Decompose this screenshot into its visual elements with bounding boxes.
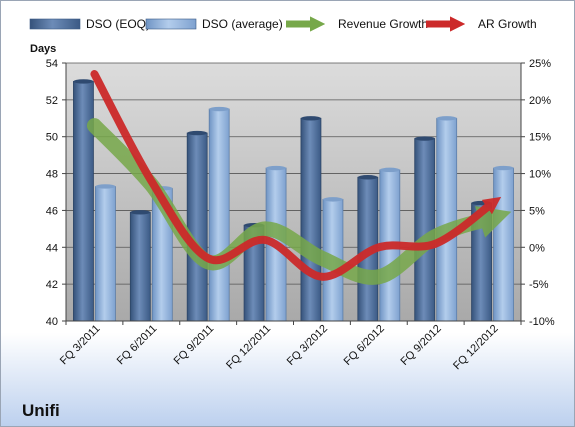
y-right-tick-label: -5%	[529, 279, 549, 291]
bar-dso-eoq	[129, 210, 151, 322]
bar-cap	[357, 175, 378, 180]
bar-cap	[95, 184, 116, 189]
bar-body	[95, 186, 116, 322]
legend-item: DSO (EOQ)	[29, 17, 150, 31]
y-left-tick-label: 40	[46, 316, 58, 328]
line-ar-growth	[90, 70, 502, 281]
bar-dso-eoq	[73, 79, 94, 322]
bar-dso-eoq	[414, 136, 436, 322]
bar-cap	[414, 136, 435, 141]
bar-dso-eoq	[186, 130, 208, 322]
y-left-tick-label: 48	[46, 169, 58, 181]
bar-body	[493, 167, 514, 322]
bar-body	[414, 138, 436, 322]
bar-dso-average	[208, 106, 230, 322]
legend-item: AR Growth	[426, 16, 537, 32]
bar-body	[129, 211, 151, 322]
bar-cap	[300, 116, 321, 121]
bar-cap	[130, 210, 151, 215]
bar-cap	[73, 79, 94, 84]
bar-body	[436, 117, 458, 322]
bar-cap	[379, 167, 400, 173]
bar-body	[208, 108, 230, 322]
y-right-tick-label: 0%	[529, 242, 545, 254]
y-left-tick-label: 46	[46, 205, 58, 217]
y-right-tick-label: -10%	[529, 316, 555, 328]
legend-label: DSO (average)	[202, 17, 283, 31]
bar-dso-eoq	[300, 116, 322, 322]
legend: DSO (EOQ) DSO (average) Revenue Growth AR G…	[29, 16, 537, 32]
bar-cap	[436, 116, 457, 121]
company-name: Unifi	[22, 401, 60, 420]
lines-group	[86, 70, 512, 285]
bar-cap	[187, 130, 208, 136]
bar-body	[186, 132, 208, 322]
bar-dso-average	[493, 165, 514, 322]
y-axis-unit-label: Days	[30, 43, 56, 55]
bar-cap	[266, 165, 287, 171]
bar-dso-average	[95, 184, 116, 322]
bar-cap	[493, 165, 514, 171]
bar-cap	[322, 197, 343, 202]
y-left-tick-label: 50	[46, 132, 58, 144]
legend-swatch	[145, 18, 197, 30]
bar-body	[300, 117, 322, 322]
bar-cap	[209, 106, 230, 112]
y-left-tick-label: 54	[46, 58, 58, 70]
y-left-tick-label: 44	[46, 242, 58, 254]
legend-item: Revenue Growth	[286, 16, 428, 32]
y-right-tick-label: 10%	[529, 169, 551, 181]
y-right-tick-label: 20%	[529, 95, 551, 107]
legend-label: AR Growth	[478, 17, 537, 31]
legend-swatch	[29, 18, 81, 30]
legend-label: DSO (EOQ)	[86, 17, 150, 31]
y-right-tick-label: 5%	[529, 205, 545, 217]
bar-dso-average	[436, 116, 458, 322]
y-right-tick-label: 25%	[529, 58, 551, 70]
y-left-tick-label: 52	[46, 95, 58, 107]
legend-item: DSO (average)	[145, 17, 283, 31]
y-left-tick-label: 42	[46, 279, 58, 291]
y-right-tick-label: 15%	[529, 132, 551, 144]
bar-body	[73, 81, 94, 322]
legend-label: Revenue Growth	[338, 17, 428, 31]
